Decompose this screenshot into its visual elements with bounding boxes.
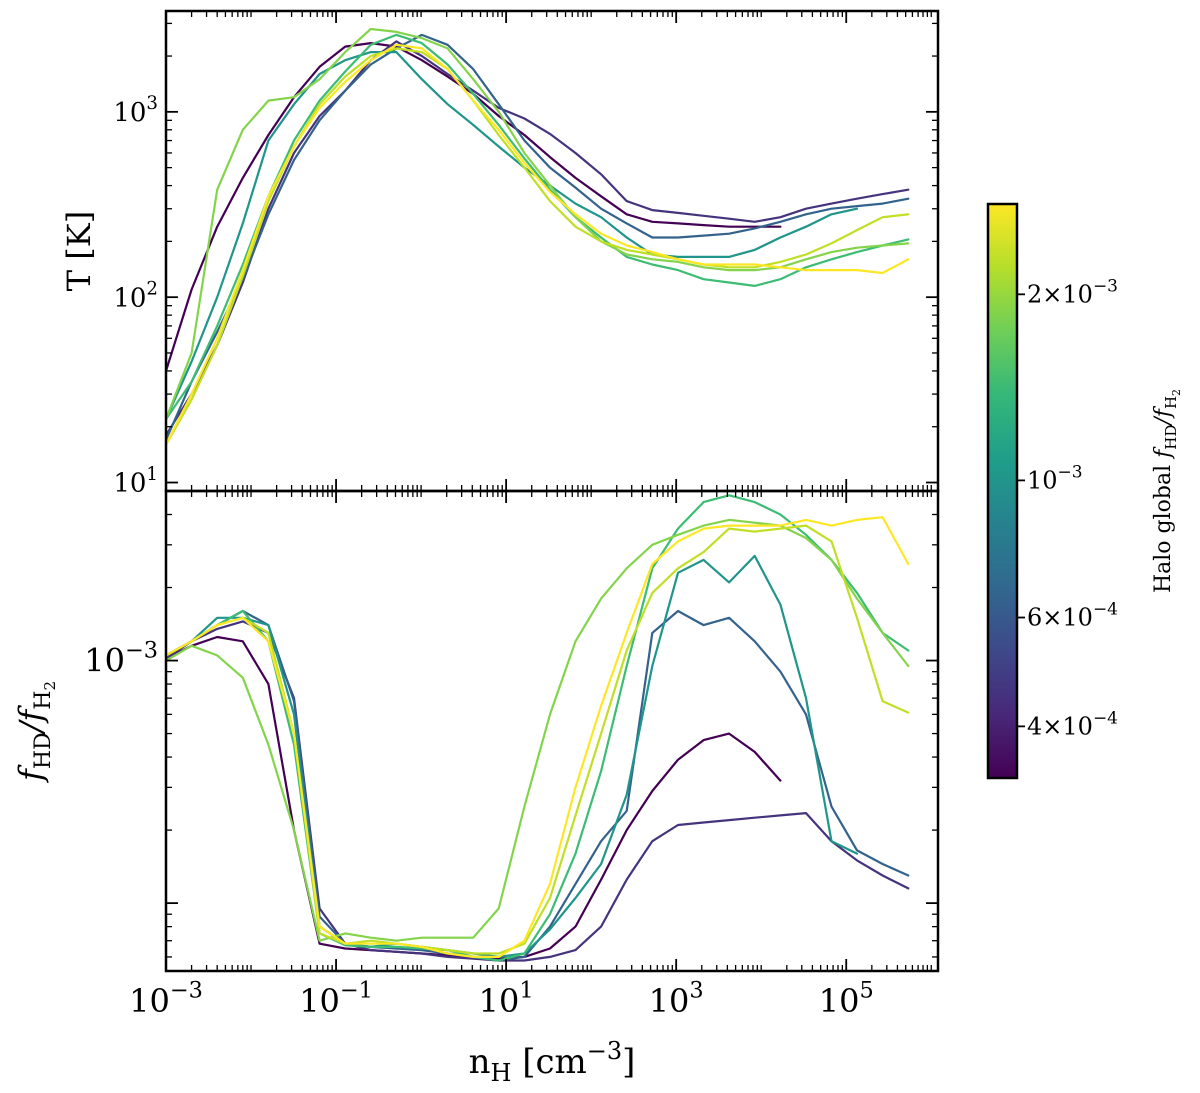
temperature-ytick-label: 101 xyxy=(113,464,158,499)
ratio-axis-label: fHD/fH2 xyxy=(12,681,59,783)
ratio-ytick-label: 10−3 xyxy=(84,637,158,679)
x-axis: 10−3 10−1 101 103 105 nH [cm−3] xyxy=(129,978,874,1087)
colorbar-tick-label: 2×10−3 xyxy=(1027,276,1118,308)
x-tick-label: 101 xyxy=(479,978,534,1020)
x-tick-label: 10−3 xyxy=(129,978,203,1020)
colorbar-tick-label: 4×10−4 xyxy=(1027,708,1118,740)
ratio-panel-frame xyxy=(164,489,940,973)
colorbar-frame xyxy=(986,202,1019,780)
temperature-axis-label: T [K] xyxy=(60,211,98,291)
colorbar-tick-label: 6×10−4 xyxy=(1027,600,1118,632)
temperature-panel-frame xyxy=(164,9,940,493)
colorbar-gradient xyxy=(988,204,1017,778)
ratio-series-1 xyxy=(166,635,782,960)
temperature-series-4 xyxy=(166,51,859,421)
temperature-ytick-label: 103 xyxy=(113,93,158,128)
ratio-series-8 xyxy=(166,516,910,958)
temperature-series-8 xyxy=(166,43,910,446)
ratio-panel: 10−3 fHD/fH2 xyxy=(12,489,940,973)
x-tick-label: 10−1 xyxy=(299,978,373,1020)
temperature-series-5 xyxy=(166,33,910,421)
x-tick-label: 103 xyxy=(649,978,704,1020)
colorbar-tick-label: 10−3 xyxy=(1027,462,1083,494)
ratio-series-4 xyxy=(166,554,859,958)
temperature-panel: 101 102 103 T [K] xyxy=(60,9,940,499)
colorbar-label: Halo global fHD/fH2 xyxy=(1151,389,1183,593)
temperature-series-3 xyxy=(166,33,910,441)
temperature-series-6 xyxy=(166,27,910,421)
temperature-series-7 xyxy=(166,47,910,446)
x-tick-label: 105 xyxy=(819,978,874,1020)
temperature-series-2 xyxy=(166,40,910,437)
ratio-series-5 xyxy=(166,494,910,962)
temperature-ytick-label: 102 xyxy=(113,279,158,314)
colorbar: 4×10−4 6×10−4 10−3 2×10−3 Halo global fHD/f… xyxy=(986,202,1183,780)
x-axis-label: nH [cm−3] xyxy=(469,1037,636,1087)
